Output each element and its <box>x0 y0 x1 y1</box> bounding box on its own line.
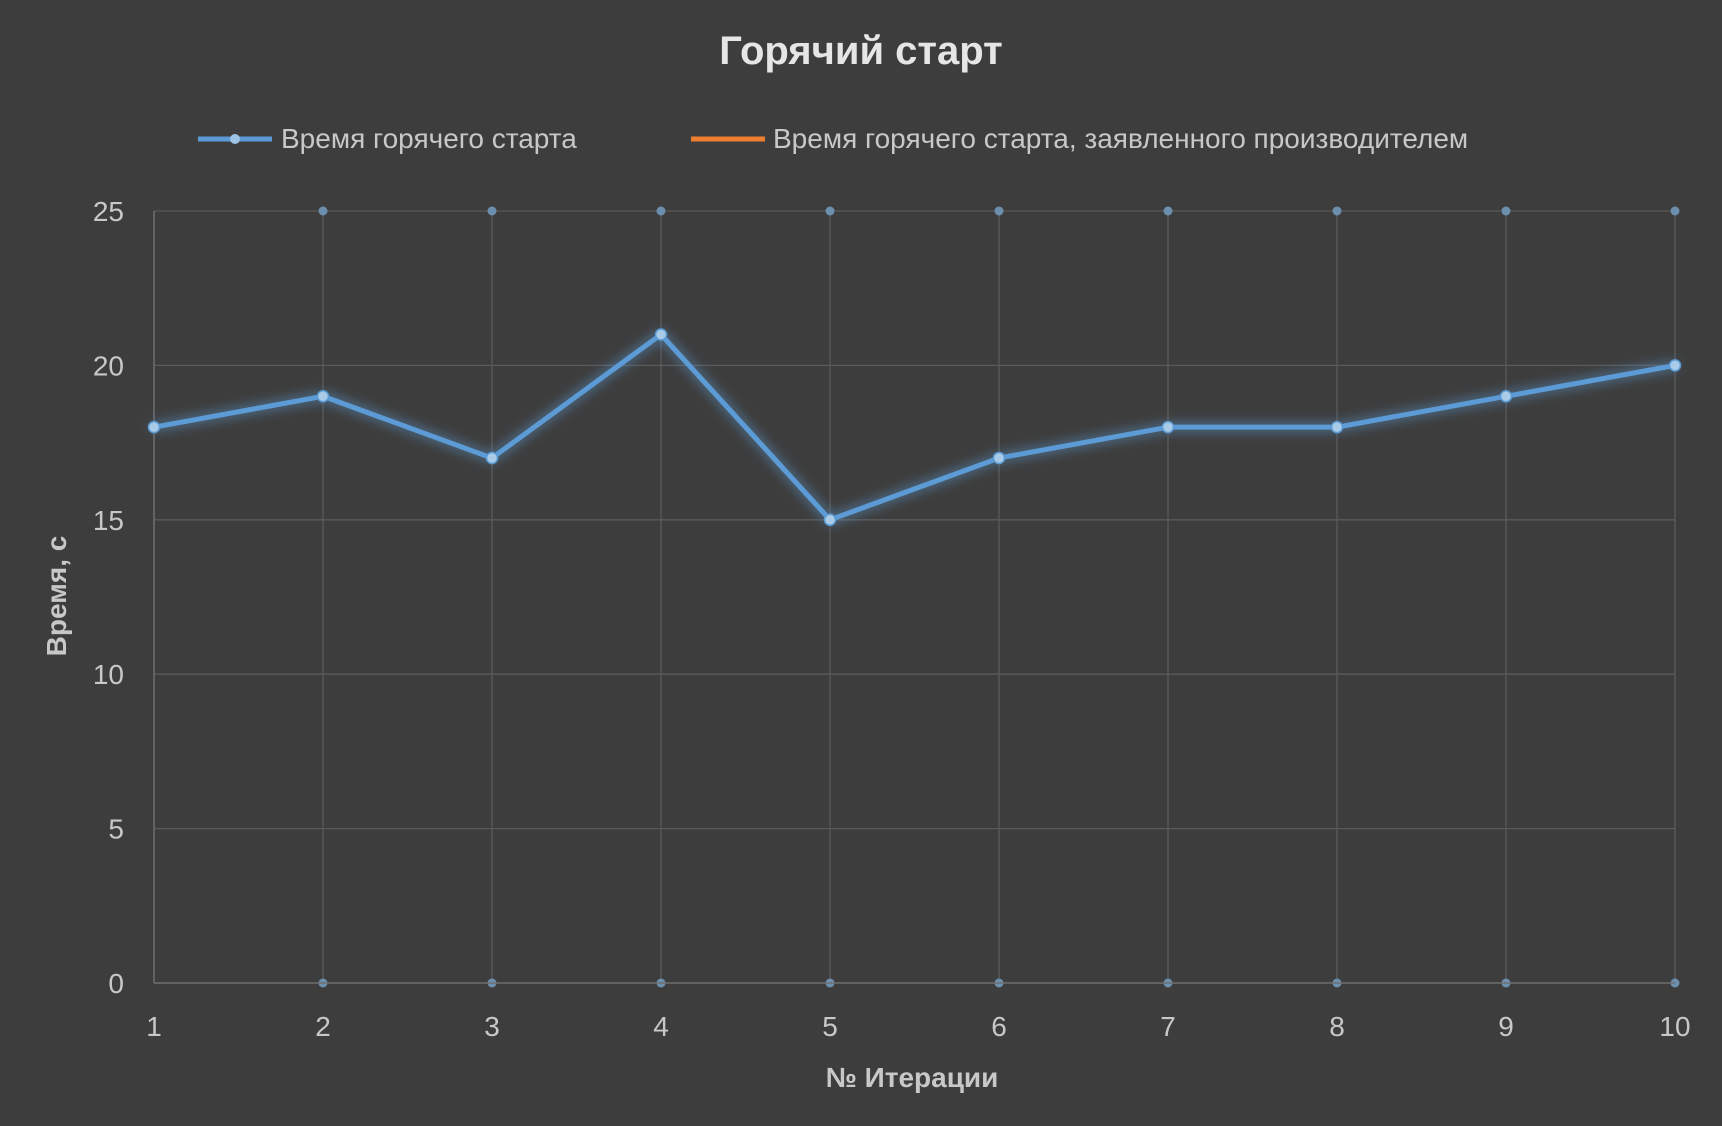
grid <box>154 206 1680 988</box>
x-tick-label: 10 <box>1659 1011 1690 1042</box>
x-tick-label: 8 <box>1329 1011 1345 1042</box>
x-tick-label: 7 <box>1160 1011 1176 1042</box>
x-tick-label: 9 <box>1498 1011 1514 1042</box>
chart-title: Горячий старт <box>719 29 1002 73</box>
y-tick-label: 5 <box>108 814 124 845</box>
gridline-top-dot <box>1670 206 1680 216</box>
gridline-top-dot <box>1163 206 1173 216</box>
y-tick-label: 0 <box>108 968 124 999</box>
gridline-top-dot <box>318 206 328 216</box>
y-tick-label: 25 <box>93 196 124 227</box>
x-tick-label: 5 <box>822 1011 838 1042</box>
gridline-top-dot <box>994 206 1004 216</box>
data-point <box>485 451 499 465</box>
gridline-top-dot <box>487 206 497 216</box>
legend-label-series-2: Время горячего старта, заявленного произ… <box>773 123 1468 154</box>
y-axis-title: Время, с <box>41 536 72 657</box>
data-point <box>654 328 668 341</box>
data-point <box>1161 420 1175 434</box>
series <box>147 328 1682 527</box>
data-point <box>992 451 1006 465</box>
x-tick-label: 2 <box>315 1011 331 1042</box>
gridline-top-dot <box>656 206 666 216</box>
gridline-top-dot <box>825 206 835 216</box>
data-point <box>1330 420 1344 434</box>
y-tick-label: 15 <box>93 505 124 536</box>
x-tick-label: 6 <box>991 1011 1007 1042</box>
legend: Время горячего старта Время горячего ста… <box>198 123 1468 154</box>
x-axis-title: № Итерации <box>826 1062 999 1093</box>
data-point <box>1668 359 1682 372</box>
x-tick-label: 3 <box>484 1011 500 1042</box>
series-line-1 <box>151 332 1678 523</box>
y-tick-label: 10 <box>93 659 124 690</box>
x-tick-label: 4 <box>653 1011 669 1042</box>
y-tick-label: 20 <box>93 350 124 381</box>
data-point <box>316 390 330 403</box>
legend-label-series-1: Время горячего старта <box>281 123 577 154</box>
legend-marker-dot-series-1 <box>230 134 240 144</box>
data-point <box>1499 390 1513 403</box>
axes: 0 5 10 15 20 25 1 2 3 4 5 6 7 8 9 10 <box>93 196 1691 1042</box>
gridline-top-dot <box>1501 206 1511 216</box>
data-point <box>823 513 837 527</box>
gridline-top-dot <box>1332 206 1342 216</box>
data-point <box>147 420 161 434</box>
x-tick-label: 1 <box>146 1011 162 1042</box>
